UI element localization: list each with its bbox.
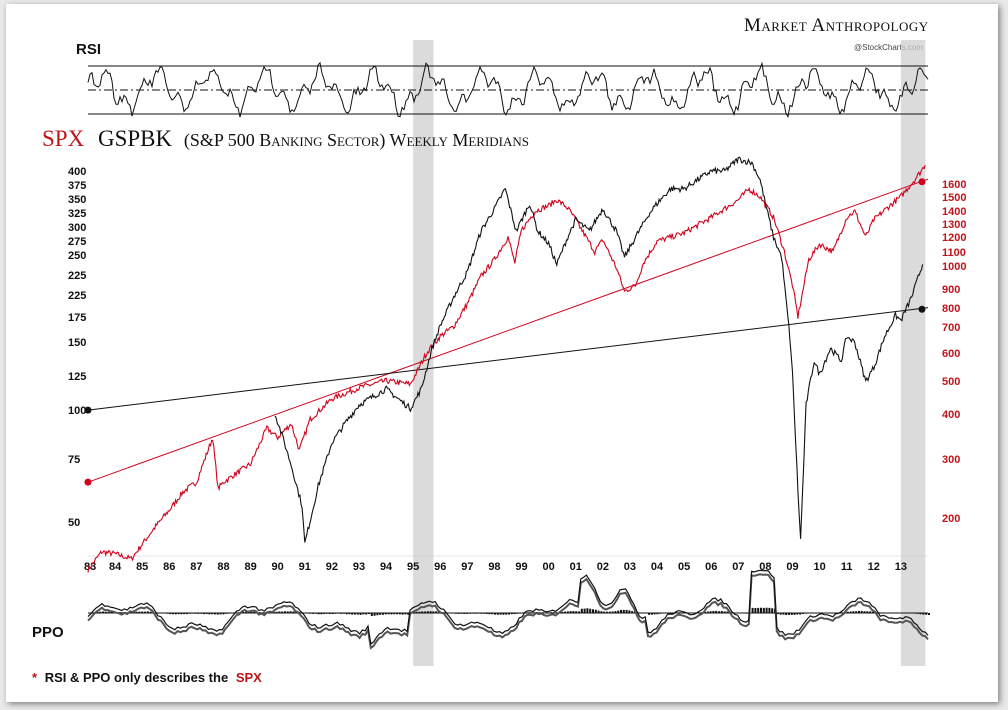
x-tick-label: 96 [434,561,446,573]
left-tick-label: 375 [68,180,86,192]
chart-title: SPX GSPBK (S&P 500 Banking Sector) Weekl… [42,126,529,151]
x-tick-label: 06 [705,561,717,573]
ppo-label: PPO [32,624,64,641]
right-tick-label: 500 [942,376,960,388]
left-tick-label: 275 [68,236,86,248]
shaded-period [900,40,926,666]
x-tick-label: 91 [299,561,311,573]
x-tick-label: 13 [895,561,907,573]
trendline-end-dot [918,305,926,313]
left-tick-label: 175 [68,312,86,324]
x-tick-label: 86 [163,561,175,573]
x-tick-label: 05 [678,561,690,573]
right-tick-label: 300 [942,454,960,466]
right-tick-label: 1200 [942,232,966,244]
x-tick-label: 09 [786,561,798,573]
right-tick-label: 800 [942,303,960,315]
rsi-line [87,61,929,118]
rsi-label: RSI [76,41,101,58]
trendline [87,178,929,483]
x-tick-label: 07 [732,561,744,573]
footnote-text: RSI & PPO only describes the [45,670,229,685]
chart-frame: Market Anthropology @StockCharts.com RSI… [6,4,998,702]
x-tick-label: 97 [461,561,473,573]
right-tick-label: 600 [942,348,960,360]
footnote: * RSI & PPO only describes the SPX [32,670,262,685]
x-tick-label: 84 [109,561,122,573]
ppo-line [87,569,929,645]
right-tick-label: 1100 [942,247,966,259]
footnote-star: * [32,670,38,685]
series-line-gspbk [274,156,924,543]
x-tick-label: 11 [841,561,853,573]
x-tick-label: 93 [353,561,365,573]
x-tick-label: 95 [407,561,419,573]
left-axis: 400 375 350 325 300 275 250 225 225 175 150 125 100 7… [68,166,86,529]
trendline-start-dot [84,406,92,414]
left-tick-label: 400 [68,166,86,178]
left-tick-label: 325 [68,208,86,220]
x-tick-label: 90 [272,561,284,573]
right-tick-label: 200 [942,513,960,525]
left-tick-label: 50 [68,517,80,529]
title-description: (S&P 500 Banking Sector) Weekly Meridian… [184,130,529,151]
trendline-end-dot [918,178,926,186]
x-tick-label: 99 [515,561,527,573]
x-tick-label: 08 [759,561,771,573]
right-tick-label: 900 [942,284,960,296]
right-tick-label: 1400 [942,206,966,218]
x-tick-label: 01 [570,561,582,573]
x-tick-label: 98 [488,561,500,573]
x-axis: 83 84 85 86 87 88 89 90 91 92 93 94 95 96 97 98 99 00 01 02… [84,555,928,573]
shaded-period [413,40,434,666]
stockcharts-credit: @StockCharts.com [854,43,923,52]
left-tick-label: 75 [68,454,80,466]
right-tick-label: 400 [942,409,960,421]
right-tick-label: 1600 [942,179,966,191]
footnote-highlight: SPX [236,670,262,685]
trendline [87,307,929,411]
x-tick-label: 85 [136,561,148,573]
ppo-signal-line [87,573,929,650]
right-tick-label: 1300 [942,219,966,231]
right-tick-label: 1500 [942,192,966,204]
series-line-spx [87,164,926,573]
x-tick-label: 04 [651,561,664,573]
chart-svg: Market Anthropology @StockCharts.com RSI… [32,15,966,685]
x-tick-label: 94 [380,561,393,573]
series-group [87,156,926,573]
left-tick-label: 225 [68,290,86,302]
left-tick-label: 250 [68,250,86,262]
x-tick-label: 88 [217,561,229,573]
trendlines [84,178,929,486]
ppo-histogram [88,607,930,616]
right-tick-label: 700 [942,322,960,334]
brand-title: Market Anthropology [744,15,929,36]
left-tick-label: 350 [68,194,86,206]
title-gspbk: GSPBK [98,126,173,151]
left-tick-label: 225 [68,270,86,282]
right-tick-label: 1000 [942,261,966,273]
x-tick-label: 10 [813,561,825,573]
left-tick-label: 150 [68,337,86,349]
left-tick-label: 125 [68,371,86,383]
x-tick-label: 92 [326,561,338,573]
x-tick-label: 87 [190,561,202,573]
x-tick-label: 12 [868,561,880,573]
x-tick-label: 00 [543,561,555,573]
title-spx: SPX [42,126,85,151]
shaded-periods [413,40,926,666]
x-tick-label: 03 [624,561,636,573]
left-tick-label: 300 [68,222,86,234]
x-tick-label: 89 [244,561,256,573]
left-tick-label: 100 [68,405,86,417]
x-tick-label: 02 [597,561,609,573]
trendline-start-dot [84,478,92,486]
